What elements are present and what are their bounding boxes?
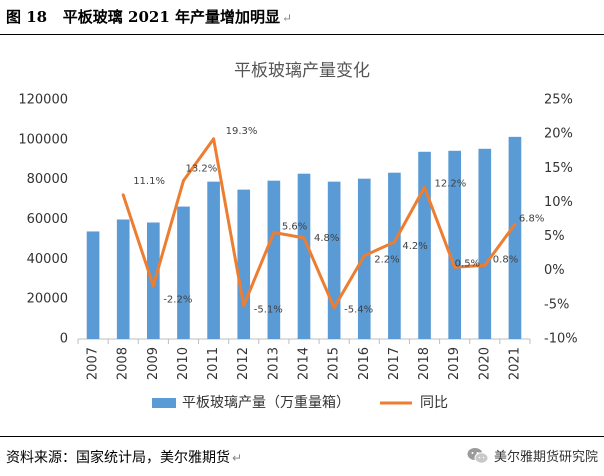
- watermark-text: 美尔雅期货研究院: [493, 450, 598, 465]
- paragraph-mark: ↵: [281, 11, 293, 25]
- y-left-tick-label: 80000: [27, 172, 68, 187]
- x-tick-label: 2012: [236, 347, 251, 380]
- y-right-tick-label: 10%: [544, 195, 573, 210]
- x-tick-label: 2016: [357, 347, 372, 380]
- x-tick-label: 2014: [297, 347, 312, 380]
- y-left-tick-label: 100000: [18, 132, 68, 147]
- data-label: 2.2%: [374, 255, 399, 266]
- line-point: [181, 179, 185, 183]
- data-label: 11.1%: [133, 176, 165, 187]
- bar: [207, 181, 220, 339]
- line-point: [151, 284, 155, 288]
- axes: 2007 2008 2009 2010 2011 2012 2013 2014 2015 2016…: [18, 93, 577, 381]
- bar: [177, 206, 190, 339]
- figure-footer: 资料来源：国家统计局，美尔雅期货 ↵ 美尔雅期货研究院: [0, 436, 604, 476]
- bar: [508, 136, 522, 339]
- y-right-tick-label: 0%: [544, 263, 565, 278]
- bar-series: [86, 136, 522, 339]
- x-tick-label: 2007: [86, 347, 101, 380]
- y-left-tick-label: 0: [60, 332, 68, 347]
- data-label: 4.8%: [314, 233, 339, 244]
- x-tick-label: 2015: [327, 347, 342, 380]
- x-tick-label: 2018: [417, 347, 432, 380]
- line-point: [242, 304, 246, 308]
- line-point: [362, 254, 366, 258]
- data-label: -5.1%: [254, 305, 283, 316]
- y-right-tick-label: 20%: [544, 127, 573, 142]
- line-point: [212, 137, 216, 141]
- wechat-icon: [467, 447, 489, 464]
- y-right-tick-label: 25%: [544, 93, 573, 108]
- x-tick-label: 2019: [447, 347, 462, 380]
- x-tick-label: 2009: [146, 347, 161, 380]
- bar: [388, 172, 401, 339]
- y-right-tick-label: -5%: [544, 297, 569, 312]
- legend-label-line: 同比: [420, 395, 448, 411]
- bar: [267, 180, 281, 339]
- line-point: [453, 265, 457, 269]
- line-series: [121, 137, 517, 310]
- line-point: [392, 240, 396, 244]
- x-tick-label: 2020: [477, 347, 492, 380]
- data-label: -2.2%: [163, 295, 192, 306]
- bar: [327, 181, 341, 339]
- x-tick-label: 2021: [507, 347, 522, 380]
- chart: 平板玻璃产量变化 2007 2008 2009 2010 2011 2012 2013 201…: [18, 61, 577, 411]
- line-point: [423, 185, 427, 189]
- x-tick-label: 2010: [176, 347, 191, 380]
- chart-title: 平板玻璃产量变化: [234, 61, 370, 81]
- source-note: 资料来源：国家统计局，美尔雅期货 ↵: [6, 447, 242, 467]
- line-point: [121, 193, 125, 197]
- data-label: -5.4%: [344, 305, 373, 316]
- line-point: [483, 263, 487, 267]
- data-label: 12.2%: [435, 178, 467, 189]
- data-label: 4.2%: [402, 241, 427, 252]
- data-label: 0.5%: [455, 258, 480, 269]
- data-label: 6.8%: [519, 213, 544, 224]
- figure-title: 图 18 平板玻璃 2021 年产量增加明显 ↵: [6, 6, 292, 27]
- figure-number: 图 18: [6, 8, 48, 26]
- y-left-tick-label: 20000: [27, 292, 68, 307]
- data-label: 0.8%: [493, 254, 518, 265]
- bar: [357, 178, 371, 339]
- line-point: [332, 306, 336, 310]
- data-label: 5.6%: [282, 221, 307, 232]
- x-tick-label: 2017: [387, 347, 402, 380]
- line-point: [513, 222, 517, 226]
- y-left-tick-label: 40000: [27, 252, 68, 267]
- bar: [86, 231, 100, 339]
- bar: [478, 148, 492, 339]
- line-point: [302, 236, 306, 240]
- y-left-tick-label: 60000: [27, 212, 68, 227]
- paragraph-mark: ↵: [232, 451, 243, 465]
- bar: [116, 219, 130, 339]
- yoy-line: [121, 137, 517, 310]
- data-label: 13.2%: [185, 164, 217, 175]
- y-right-tick-label: 15%: [544, 161, 573, 176]
- y-right-tick-label: -10%: [544, 332, 578, 347]
- line-point: [272, 230, 276, 234]
- y-left-tick-label: 120000: [18, 93, 68, 108]
- x-tick-label: 2013: [266, 347, 281, 380]
- figure-caption: 平板玻璃 2021 年产量增加明显: [62, 8, 280, 26]
- x-tick-label: 2011: [206, 347, 221, 380]
- bar: [237, 189, 251, 339]
- bar: [448, 150, 461, 339]
- figure-header: 图 18 平板玻璃 2021 年产量增加明显 ↵: [0, 0, 604, 35]
- x-tick-label: 2008: [116, 347, 131, 380]
- source-text: 资料来源：国家统计局，美尔雅期货: [6, 450, 230, 466]
- watermark: 美尔雅期货研究院: [467, 446, 598, 465]
- y-right-tick-label: 5%: [544, 229, 565, 244]
- data-labels: 11.1% -2.2% 13.2% 19.3% -5.1% 5.6% 4.8% -5.4% 2.…: [133, 126, 544, 316]
- legend-swatch-bar: [152, 398, 176, 408]
- bar: [297, 173, 311, 339]
- legend: 平板玻璃产量（万重量箱） 同比: [152, 394, 448, 411]
- data-label: 19.3%: [226, 126, 258, 137]
- legend-label-bar: 平板玻璃产量（万重量箱）: [182, 394, 350, 411]
